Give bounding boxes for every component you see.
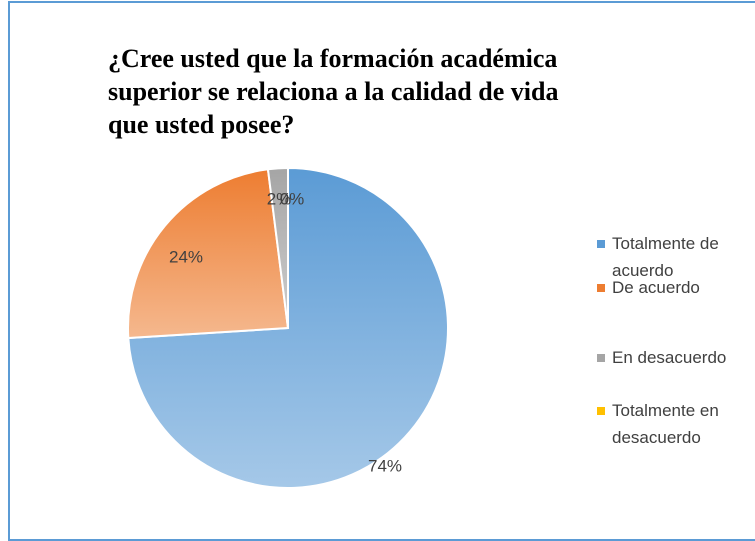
legend-label: Totalmente de acuerdo xyxy=(612,234,719,280)
legend-label: De acuerdo xyxy=(612,278,700,297)
legend-swatch xyxy=(597,407,605,415)
legend-swatch xyxy=(597,240,605,248)
data-label: 0% xyxy=(280,189,305,208)
legend-swatch xyxy=(597,284,605,292)
legend-item: En desacuerdo xyxy=(597,344,747,371)
chart-title: ¿Cree usted que la formación académica s… xyxy=(108,44,559,139)
legend-label: En desacuerdo xyxy=(612,348,727,367)
data-label: 24% xyxy=(169,247,203,266)
legend-item: Totalmente en desacuerdo xyxy=(597,397,747,451)
data-label: 2% xyxy=(267,189,292,208)
legend-item: De acuerdo xyxy=(597,274,747,301)
pie-slice xyxy=(127,168,290,340)
legend-label: Totalmente en desacuerdo xyxy=(612,401,719,447)
legend-swatch xyxy=(597,354,605,362)
data-label: 74% xyxy=(368,456,402,475)
legend-item: Totalmente de acuerdo xyxy=(597,230,747,284)
